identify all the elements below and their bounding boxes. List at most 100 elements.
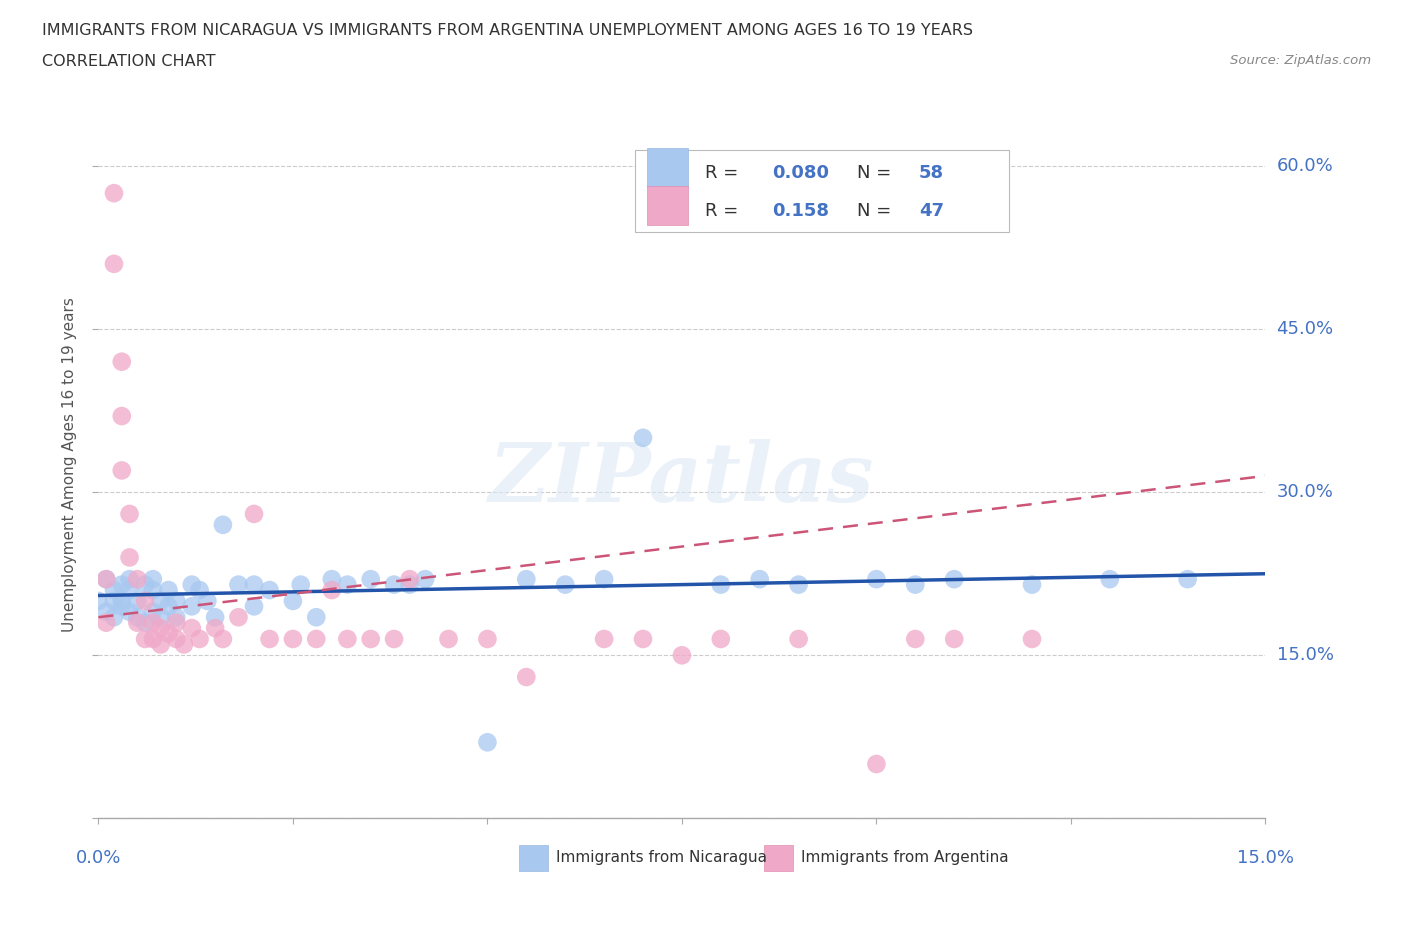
Point — [228, 610, 250, 625]
Point — [710, 631, 733, 646]
Text: 0.080: 0.080 — [772, 165, 828, 182]
Point — [165, 631, 187, 646]
Point — [195, 593, 218, 608]
Point — [1177, 572, 1199, 587]
Point — [142, 604, 165, 619]
Text: N =: N = — [858, 203, 897, 220]
Point — [259, 582, 281, 597]
Text: 58: 58 — [918, 165, 943, 182]
Point — [671, 648, 693, 663]
Point — [398, 572, 420, 587]
Point — [96, 604, 118, 619]
Point — [188, 631, 211, 646]
Point — [1021, 578, 1043, 592]
Bar — [763, 844, 793, 871]
Point — [631, 631, 654, 646]
Point — [157, 626, 180, 641]
Point — [111, 593, 134, 608]
Point — [118, 550, 141, 565]
Point — [243, 507, 266, 522]
Text: R =: R = — [706, 165, 744, 182]
Point — [180, 578, 202, 592]
Point — [748, 572, 770, 587]
Point — [243, 578, 266, 592]
Point — [157, 599, 180, 614]
Point — [787, 578, 810, 592]
Point — [142, 631, 165, 646]
Point — [259, 631, 281, 646]
Text: 45.0%: 45.0% — [1277, 320, 1334, 339]
Point — [360, 631, 382, 646]
Bar — [647, 148, 688, 187]
Point — [142, 572, 165, 587]
Text: CORRELATION CHART: CORRELATION CHART — [42, 54, 215, 69]
Point — [631, 431, 654, 445]
Point — [111, 354, 134, 369]
Text: ZIPatlas: ZIPatlas — [489, 439, 875, 519]
Point — [281, 593, 304, 608]
Point — [127, 593, 149, 608]
Point — [554, 578, 576, 592]
Point — [1098, 572, 1121, 587]
Point — [118, 604, 141, 619]
Point — [398, 578, 420, 592]
Point — [515, 572, 537, 587]
Point — [149, 637, 172, 652]
Point — [96, 616, 118, 631]
Point — [477, 735, 499, 750]
Point — [103, 257, 125, 272]
Point — [111, 408, 134, 423]
Point — [142, 582, 165, 597]
Point — [336, 578, 359, 592]
Point — [165, 593, 187, 608]
Point — [228, 578, 250, 592]
Point — [204, 610, 226, 625]
Point — [336, 631, 359, 646]
Point — [134, 593, 156, 608]
Point — [127, 610, 149, 625]
Point — [437, 631, 460, 646]
Point — [149, 620, 172, 635]
Point — [157, 582, 180, 597]
Point — [87, 593, 110, 608]
Point — [382, 631, 405, 646]
Y-axis label: Unemployment Among Ages 16 to 19 years: Unemployment Among Ages 16 to 19 years — [62, 298, 77, 632]
Point — [865, 757, 887, 772]
Text: 0.0%: 0.0% — [76, 849, 121, 867]
Point — [127, 616, 149, 631]
Point — [710, 578, 733, 592]
Point — [96, 572, 118, 587]
Point — [593, 631, 616, 646]
Point — [118, 582, 141, 597]
Point — [290, 578, 312, 592]
Point — [111, 463, 134, 478]
Point — [305, 610, 328, 625]
Point — [787, 631, 810, 646]
Point — [212, 517, 235, 532]
Text: 15.0%: 15.0% — [1277, 646, 1333, 664]
Text: Immigrants from Nicaragua: Immigrants from Nicaragua — [555, 850, 766, 866]
Point — [134, 631, 156, 646]
Point — [360, 572, 382, 587]
Point — [118, 572, 141, 587]
Point — [281, 631, 304, 646]
Point — [413, 572, 436, 587]
Point — [904, 631, 927, 646]
Point — [103, 593, 125, 608]
Point — [103, 186, 125, 201]
Point — [149, 610, 172, 625]
Point — [188, 582, 211, 597]
Text: N =: N = — [858, 165, 897, 182]
Point — [382, 578, 405, 592]
Point — [173, 637, 195, 652]
Point — [204, 620, 226, 635]
Point — [321, 582, 343, 597]
Text: 0.158: 0.158 — [772, 203, 828, 220]
Point — [321, 572, 343, 587]
Text: 60.0%: 60.0% — [1277, 157, 1333, 175]
Point — [943, 572, 966, 587]
Text: Source: ZipAtlas.com: Source: ZipAtlas.com — [1230, 54, 1371, 67]
Point — [212, 631, 235, 646]
Point — [118, 507, 141, 522]
Point — [165, 610, 187, 625]
